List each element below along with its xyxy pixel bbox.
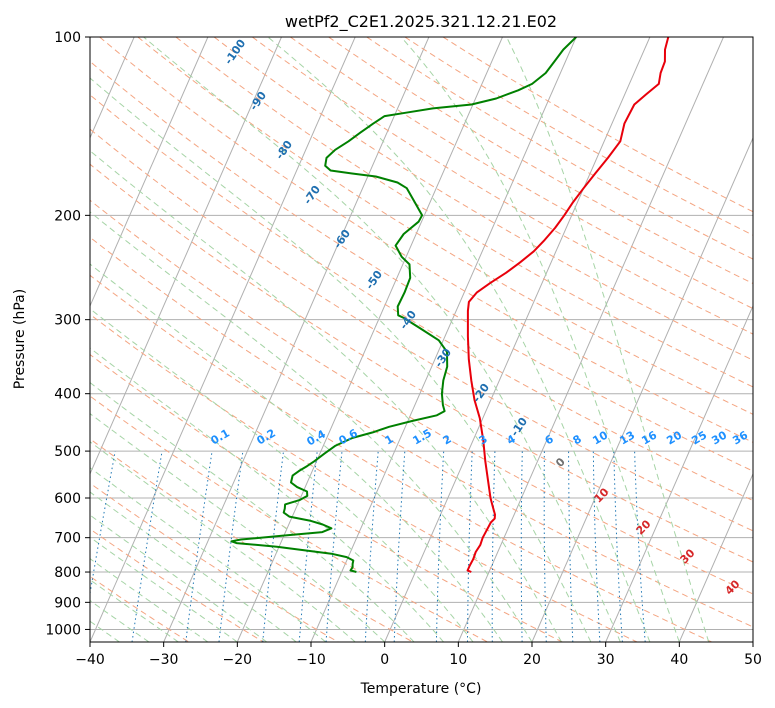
mixing-ratio-line [298,451,318,642]
mixing-ratio-line [467,451,473,642]
isotherm-line [531,136,753,642]
dry-adiabat-line [90,274,712,642]
x-tick-label: 0 [380,652,389,668]
mixing-ratio-line [568,451,574,642]
mixing-ratio-line [131,451,163,642]
dewpoint-profile-line [230,37,577,573]
isotherm-line [90,37,282,476]
moist-adiabat-line [400,37,680,642]
isotherm-line [0,37,61,642]
dry-adiabat-line [90,199,753,595]
moist-adiabat-line [506,37,710,642]
moist-adiabat-line [90,77,592,642]
isotherm-line [752,640,753,642]
x-tick-label: 50 [744,652,762,668]
dry-adiabat-line [213,37,753,361]
chart-title: wetPf2_C2E1.2025.321.12.21.E02 [285,12,557,32]
mixing-ratio-line [364,451,379,642]
dry-adiabat-line [90,236,753,628]
mixing-ratio-line [262,451,284,642]
mixing-ratio-line [393,451,406,642]
mixing-ratio-line [491,451,496,642]
moist-adiabat-line [90,211,533,642]
y-tick-label: 600 [54,491,81,507]
axes: −40 −30 −20 −10 0 10 20 30 40 50 100 200 300 400 500 60… [45,30,762,668]
isotherm-line [90,37,356,642]
moist-adiabat-line [90,514,268,642]
x-tick-label: 20 [523,652,541,668]
x-tick-label: −30 [149,652,179,668]
moist-adiabat-line [90,467,327,642]
isotherm-line [457,37,724,642]
moist-adiabat-line [90,536,238,642]
dry-adiabat-line [90,575,190,642]
mixing-ratio-line [218,451,244,642]
mixing-ratio-line [435,451,445,642]
mixing-ratio-line [592,451,601,642]
mixing-ratio-line [185,451,213,642]
moist-adiabat-line [90,412,386,642]
y-tick-label: 200 [54,208,81,224]
dry-adiabat-line [99,37,753,443]
moist-adiabat-line [90,381,415,642]
y-tick-label: 1000 [45,622,81,638]
y-tick-label: 400 [54,387,81,403]
dry-adiabat-line [90,353,563,642]
dry-adiabat-line [90,313,638,642]
dry-adiabat-line [252,37,753,335]
isotherm-line [384,37,651,642]
mixing-ratio-line [325,451,343,642]
moist-adiabat-line [90,491,297,642]
isotherm-line [605,304,753,642]
dry-adiabat-line [137,37,753,415]
x-tick-label: −20 [223,652,253,668]
moist-adiabat-line [143,37,621,642]
temperature-profile-line [466,37,670,573]
dry-adiabat-line [90,163,753,563]
isotherm-line [163,37,430,642]
mixing-ratio-line [634,451,646,642]
moist-adiabat-line [90,263,503,642]
dry-adiabat-line [90,482,339,642]
moist-adiabat-line [267,37,651,642]
dry-adiabat-line [90,528,264,642]
y-tick-label: 300 [54,313,81,329]
y-tick-label: 100 [54,30,81,46]
moist-adiabat-line [90,150,562,642]
series-layer [230,37,670,573]
y-tick-label: 700 [54,531,81,547]
isotherm-line [678,472,753,642]
x-tick-label: 30 [597,652,615,668]
mixing-ratio-line [520,451,523,642]
y-axis-label: Pressure (hPa) [12,289,28,389]
mixing-ratio-line [543,451,547,642]
isotherm-line [90,37,209,308]
dry-adiabat-line [175,37,753,388]
x-tick-label: −40 [75,652,105,668]
y-tick-label: 500 [54,444,81,460]
moist-adiabat-line [90,441,356,642]
plot-frame [89,36,754,643]
x-tick-label: 40 [670,652,688,668]
moist-adiabat-line [90,308,474,642]
mixing-ratio-line [613,451,623,642]
moist-adiabat-line [90,579,179,642]
x-axis-label: Temperature (°C) [360,681,482,697]
x-tick-label: 10 [449,652,467,668]
mixing-ratio-line [90,451,116,597]
dry-adiabat-line [328,37,753,285]
y-tick-label: 800 [54,565,81,581]
background-grid [0,37,753,642]
dry-adiabat-line [290,37,753,310]
x-tick-label: −10 [296,652,326,668]
plot-area [90,37,753,642]
isotherm-line [310,37,577,642]
moist-adiabat-line [90,558,209,642]
isotherm-line [236,37,503,642]
y-tick-label: 900 [54,595,81,611]
